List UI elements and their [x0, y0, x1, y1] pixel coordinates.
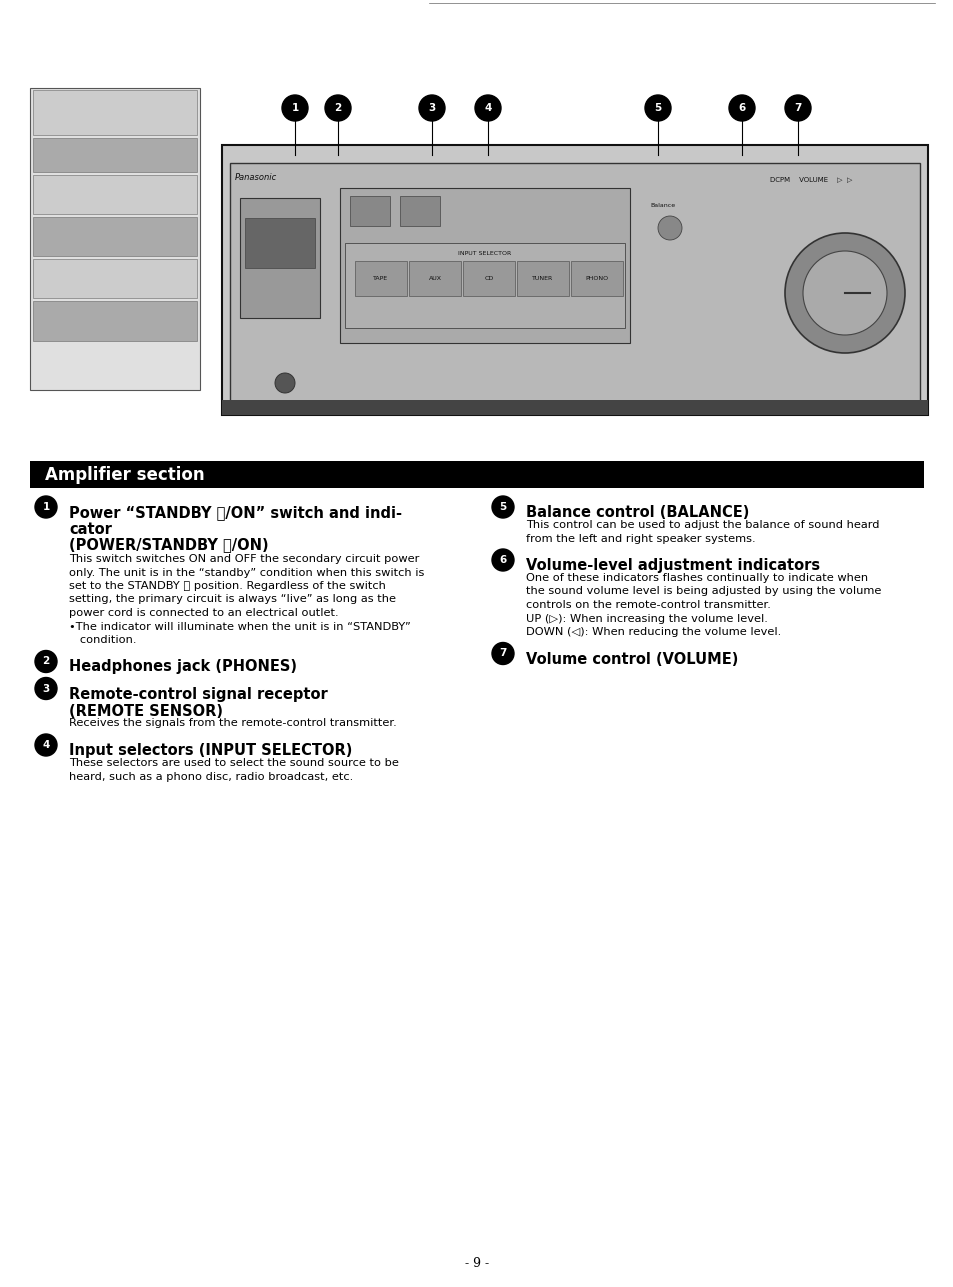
Text: •The indicator will illuminate when the unit is in “STANDBY”: •The indicator will illuminate when the …: [69, 622, 411, 632]
Circle shape: [644, 95, 670, 121]
FancyBboxPatch shape: [33, 175, 196, 214]
Text: Balance: Balance: [649, 203, 675, 208]
Text: CD: CD: [484, 277, 493, 282]
Text: INPUT SELECTOR: INPUT SELECTOR: [457, 251, 511, 256]
Text: Headphones jack (PHONES): Headphones jack (PHONES): [69, 659, 296, 674]
Circle shape: [784, 233, 904, 353]
FancyBboxPatch shape: [33, 216, 196, 256]
Text: UP (▷): When increasing the volume level.: UP (▷): When increasing the volume level…: [525, 614, 767, 623]
FancyBboxPatch shape: [33, 301, 196, 341]
FancyBboxPatch shape: [30, 88, 200, 390]
FancyBboxPatch shape: [350, 196, 390, 227]
Text: Panasonic: Panasonic: [234, 172, 277, 181]
FancyBboxPatch shape: [33, 90, 196, 135]
Text: 5: 5: [498, 502, 506, 512]
Text: These selectors are used to select the sound source to be: These selectors are used to select the s…: [69, 758, 398, 768]
Text: 7: 7: [498, 649, 506, 659]
Text: controls on the remote-control transmitter.: controls on the remote-control transmitt…: [525, 600, 770, 610]
Text: 3: 3: [42, 683, 50, 694]
Text: power cord is connected to an electrical outlet.: power cord is connected to an electrical…: [69, 607, 338, 618]
FancyBboxPatch shape: [240, 198, 319, 318]
Circle shape: [728, 95, 754, 121]
Circle shape: [658, 216, 681, 239]
Circle shape: [325, 95, 351, 121]
Text: only. The unit is in the “standby” condition when this switch is: only. The unit is in the “standby” condi…: [69, 568, 424, 578]
Text: 2: 2: [42, 656, 50, 667]
Circle shape: [35, 650, 57, 673]
Text: heard, such as a phono disc, radio broadcast, etc.: heard, such as a phono disc, radio broad…: [69, 771, 353, 781]
FancyBboxPatch shape: [230, 163, 919, 403]
Circle shape: [492, 495, 514, 517]
Text: 1: 1: [291, 103, 298, 113]
Text: One of these indicators flashes continually to indicate when: One of these indicators flashes continua…: [525, 573, 867, 583]
FancyBboxPatch shape: [409, 261, 460, 296]
FancyBboxPatch shape: [355, 261, 407, 296]
Text: set to the STANDBY ⏻ position. Regardless of the switch: set to the STANDBY ⏻ position. Regardles…: [69, 580, 385, 591]
Circle shape: [784, 95, 810, 121]
Circle shape: [35, 734, 57, 755]
Text: Volume-level adjustment indicators: Volume-level adjustment indicators: [525, 559, 820, 573]
Text: 2: 2: [334, 103, 341, 113]
Text: Volume control (VOLUME): Volume control (VOLUME): [525, 651, 738, 667]
Circle shape: [282, 95, 308, 121]
Text: (REMOTE SENSOR): (REMOTE SENSOR): [69, 704, 223, 718]
Circle shape: [35, 677, 57, 700]
Circle shape: [475, 95, 500, 121]
Circle shape: [492, 550, 514, 571]
Text: 4: 4: [484, 103, 491, 113]
Text: Amplifier section: Amplifier section: [45, 466, 204, 484]
Text: DCPM    VOLUME    ▷  ▷: DCPM VOLUME ▷ ▷: [769, 176, 851, 181]
Text: 1: 1: [42, 502, 50, 512]
Text: AUX: AUX: [428, 277, 441, 282]
Text: This switch switches ON and OFF the secondary circuit power: This switch switches ON and OFF the seco…: [69, 553, 419, 564]
Text: 6: 6: [498, 555, 506, 565]
FancyBboxPatch shape: [33, 138, 196, 171]
FancyBboxPatch shape: [345, 243, 624, 328]
Text: TAPE: TAPE: [373, 277, 388, 282]
Circle shape: [274, 373, 294, 393]
Text: the sound volume level is being adjusted by using the volume: the sound volume level is being adjusted…: [525, 587, 881, 596]
Text: TUNER: TUNER: [532, 277, 553, 282]
Text: Balance control (BALANCE): Balance control (BALANCE): [525, 505, 749, 520]
Text: cator: cator: [69, 523, 112, 537]
Text: Power “STANDBY ⏻/ON” switch and indi-: Power “STANDBY ⏻/ON” switch and indi-: [69, 505, 401, 520]
Text: 3: 3: [428, 103, 436, 113]
FancyBboxPatch shape: [245, 218, 314, 268]
FancyBboxPatch shape: [571, 261, 622, 296]
Text: - 9 -: - 9 -: [464, 1257, 489, 1270]
Text: PHONO: PHONO: [585, 277, 608, 282]
FancyBboxPatch shape: [33, 259, 196, 299]
Text: 6: 6: [738, 103, 745, 113]
Text: 4: 4: [42, 740, 50, 750]
Circle shape: [418, 95, 444, 121]
FancyBboxPatch shape: [399, 196, 439, 227]
Text: Receives the signals from the remote-control transmitter.: Receives the signals from the remote-con…: [69, 718, 396, 728]
FancyBboxPatch shape: [462, 261, 515, 296]
Text: Remote-control signal receptor: Remote-control signal receptor: [69, 686, 328, 701]
FancyBboxPatch shape: [222, 400, 927, 414]
Text: condition.: condition.: [69, 634, 136, 645]
FancyBboxPatch shape: [517, 261, 568, 296]
FancyBboxPatch shape: [339, 188, 629, 344]
Text: (POWER/STANDBY ⏻/ON): (POWER/STANDBY ⏻/ON): [69, 537, 269, 552]
Circle shape: [802, 251, 886, 335]
Text: Input selectors (INPUT SELECTOR): Input selectors (INPUT SELECTOR): [69, 743, 352, 758]
FancyBboxPatch shape: [222, 145, 927, 414]
Text: DOWN (◁): When reducing the volume level.: DOWN (◁): When reducing the volume level…: [525, 627, 781, 637]
Text: This control can be used to adjust the balance of sound heard: This control can be used to adjust the b…: [525, 520, 879, 530]
Text: 7: 7: [794, 103, 801, 113]
FancyBboxPatch shape: [30, 461, 923, 488]
Circle shape: [492, 642, 514, 664]
Text: from the left and right speaker systems.: from the left and right speaker systems.: [525, 534, 755, 543]
Circle shape: [35, 495, 57, 517]
Text: setting, the primary circuit is always “live” as long as the: setting, the primary circuit is always “…: [69, 595, 395, 605]
Text: 5: 5: [654, 103, 661, 113]
